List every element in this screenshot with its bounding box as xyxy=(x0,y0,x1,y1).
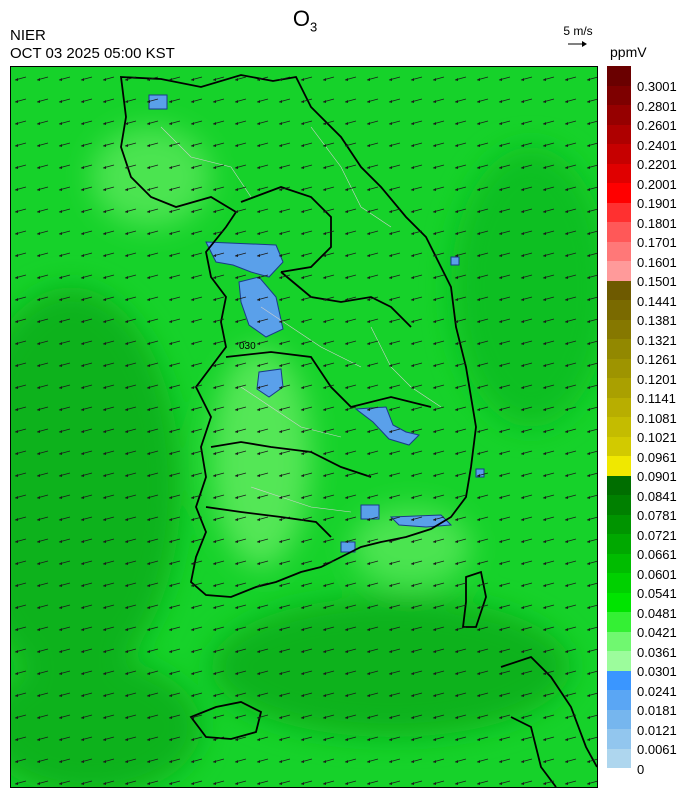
colorbar-cell xyxy=(607,748,631,768)
colorbar-label: 0.0841 xyxy=(637,488,677,504)
colorbar-label: 0.1501 xyxy=(637,274,677,289)
colorbar-cell xyxy=(607,183,631,203)
colorbar-label: 0.1441 xyxy=(637,293,677,309)
colorbar-label: 0.0181 xyxy=(637,703,677,718)
colorbar-cell xyxy=(607,456,631,476)
colorbar-cell xyxy=(607,670,631,690)
colorbar-cell xyxy=(607,144,631,164)
colorbar-label: 0.0721 xyxy=(637,527,677,543)
colorbar-cell xyxy=(607,514,631,534)
reference-vector-arrow-icon xyxy=(568,41,587,47)
colorbar-label: 0.1901 xyxy=(637,196,677,211)
colorbar-cell xyxy=(607,241,631,261)
colorbar-label: 0.2401 xyxy=(637,137,677,153)
colorbar-label: 0.1201 xyxy=(637,371,677,387)
colorbar-cell xyxy=(607,358,631,378)
colorbar-cell xyxy=(607,105,631,125)
colorbar-cell xyxy=(607,475,631,495)
colorbar-cell xyxy=(607,573,631,593)
colorbar-label: 0.1321 xyxy=(637,332,677,348)
colorbar-label: 0.1021 xyxy=(637,430,677,445)
chart-title: O3 xyxy=(292,6,318,35)
colorbar-cell xyxy=(607,612,631,632)
colorbar-label: 0.0481 xyxy=(637,605,677,621)
colorbar-label: 0.0781 xyxy=(637,508,677,523)
colorbar-label: 0.2001 xyxy=(637,176,677,192)
colorbar-label: 0.0121 xyxy=(637,722,677,738)
colorbar-cell xyxy=(607,66,631,86)
colorbar-label: 0.0541 xyxy=(637,586,677,601)
wind-vectors xyxy=(11,67,597,787)
colorbar-cell xyxy=(607,85,631,105)
colorbar-cell xyxy=(607,339,631,359)
colorbar-label: 0.1601 xyxy=(637,254,677,270)
colorbar-label: 0.0241 xyxy=(637,683,677,699)
colorbar-cell xyxy=(607,534,631,554)
colorbar-cell xyxy=(607,729,631,749)
colorbar-cell xyxy=(607,436,631,456)
colorbar-label: 0.2801 xyxy=(637,98,677,114)
colorbar-cell xyxy=(607,651,631,671)
colorbar-label: 0.0601 xyxy=(637,566,677,582)
colorbar-cell xyxy=(607,202,631,222)
colorbar xyxy=(607,66,631,768)
colorbar-cell xyxy=(607,417,631,437)
colorbar-cell xyxy=(607,378,631,398)
colorbar-cell xyxy=(607,709,631,729)
colorbar-label: 0.0421 xyxy=(637,625,677,640)
colorbar-cell xyxy=(607,495,631,515)
colorbar-label: 0.0901 xyxy=(637,469,677,484)
colorbar-label: 0.0961 xyxy=(637,449,677,465)
colorbar-label: 0.0301 xyxy=(637,664,677,679)
colorbar-label: 0 xyxy=(637,761,645,777)
colorbar-cell xyxy=(607,631,631,651)
colorbar-cell xyxy=(607,280,631,300)
colorbar-cell xyxy=(607,222,631,242)
colorbar-label: 0.0661 xyxy=(637,547,677,562)
reference-vector-label: 5 m/s xyxy=(563,24,593,38)
colorbar-label: 0.1801 xyxy=(637,215,677,231)
colorbar-cell xyxy=(607,124,631,144)
colorbar-cell xyxy=(607,592,631,612)
colorbar-label: 0.1701 xyxy=(637,235,677,250)
map-canvas: 030 xyxy=(11,67,597,787)
colorbar-label: 0.1081 xyxy=(637,410,677,426)
colorbar-label: 0.1141 xyxy=(637,391,676,406)
colorbar-cell xyxy=(607,261,631,281)
colorbar-label: 0.2201 xyxy=(637,157,677,172)
colorbar-label: 0.0361 xyxy=(637,644,677,660)
colorbar-label: 0.1261 xyxy=(637,352,677,367)
colorbar-label: 0.3001 xyxy=(637,79,677,94)
colorbar-cell xyxy=(607,300,631,320)
timestamp-label: OCT 03 2025 05:00 KST xyxy=(10,45,175,62)
organization-label: NIER xyxy=(10,27,46,44)
ozone-map: 030 xyxy=(10,66,598,788)
colorbar-cell xyxy=(607,163,631,183)
colorbar-unit: ppmV xyxy=(610,44,647,60)
colorbar-cell xyxy=(607,319,631,339)
colorbar-cell xyxy=(607,553,631,573)
colorbar-label: 0.2601 xyxy=(637,118,677,133)
colorbar-cell xyxy=(607,397,631,417)
colorbar-label: 0.1381 xyxy=(637,313,677,328)
colorbar-label: 0.0061 xyxy=(637,742,677,757)
colorbar-cell xyxy=(607,690,631,710)
